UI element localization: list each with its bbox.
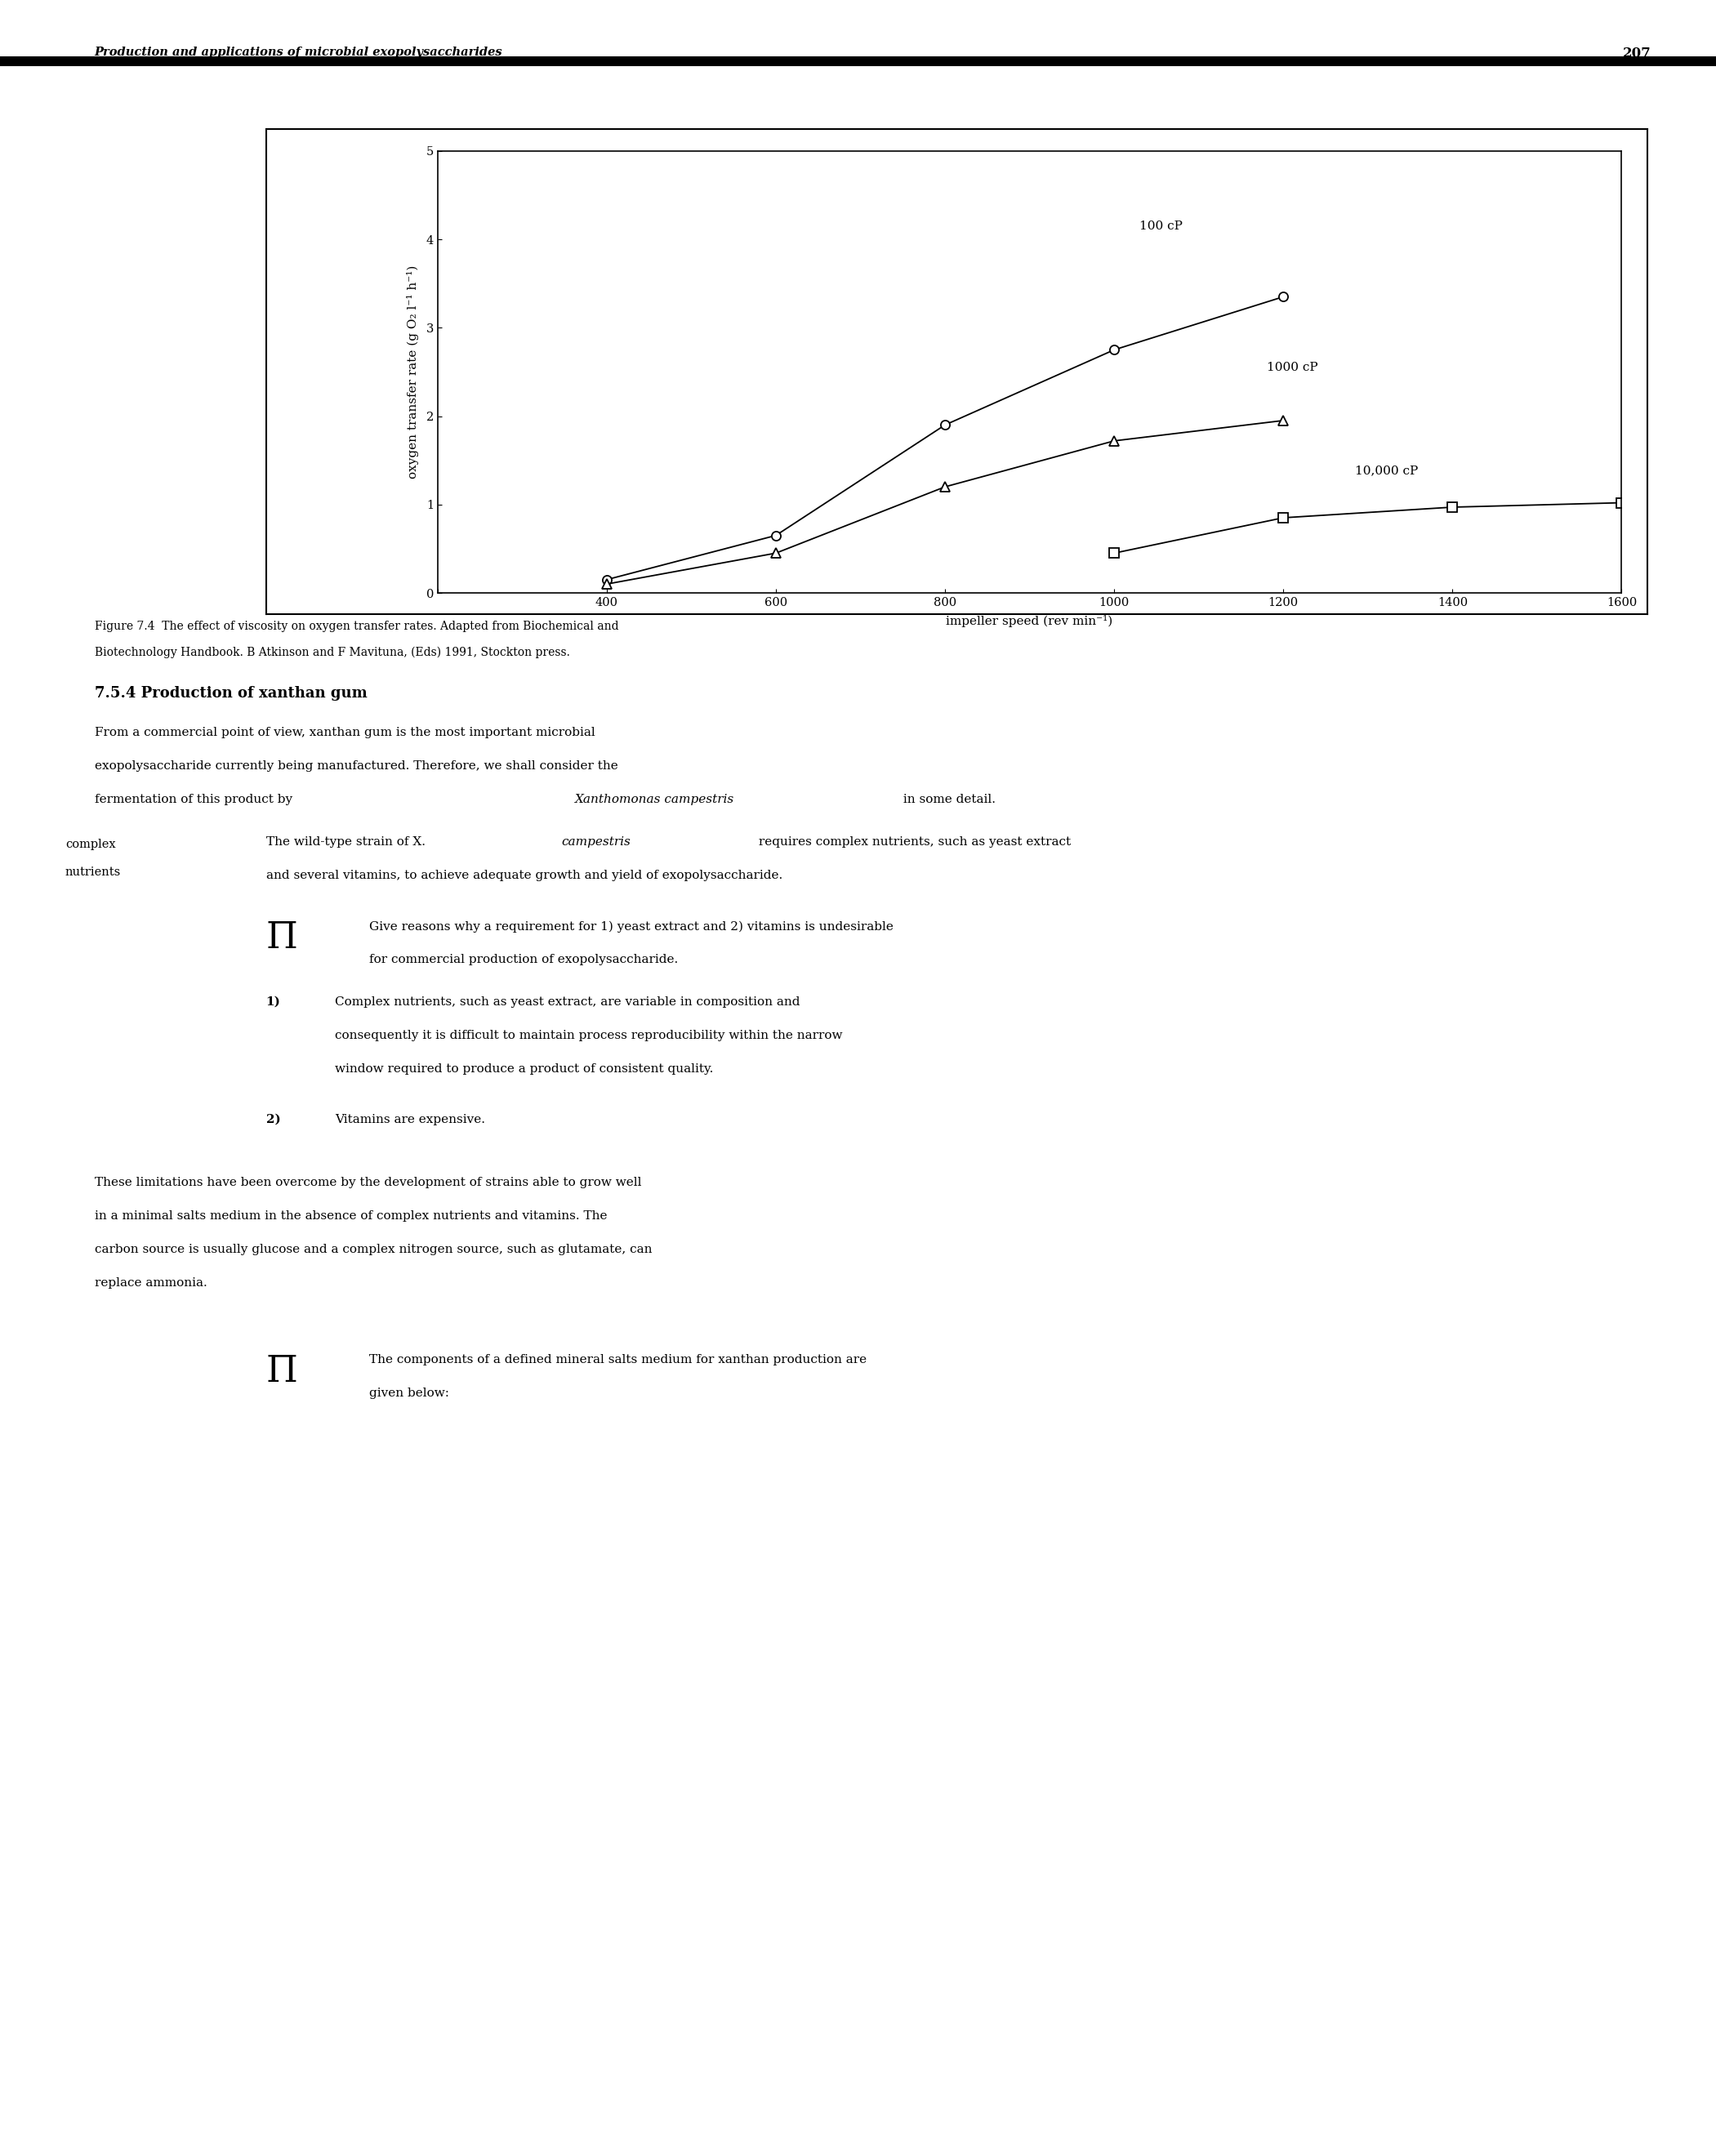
Text: nutrients: nutrients <box>65 867 120 877</box>
Y-axis label: oxygen transfer rate (g O₂ l⁻¹ h⁻¹): oxygen transfer rate (g O₂ l⁻¹ h⁻¹) <box>407 265 419 479</box>
Text: 2): 2) <box>266 1112 280 1125</box>
Text: 207: 207 <box>1622 45 1651 60</box>
Text: exopolysaccharide currently being manufactured. Therefore, we shall consider the: exopolysaccharide currently being manufa… <box>94 759 618 772</box>
Text: given below:: given below: <box>369 1388 450 1399</box>
Text: complex: complex <box>65 839 115 849</box>
Text: These limitations have been overcome by the development of strains able to grow : These limitations have been overcome by … <box>94 1177 642 1188</box>
Text: Give reasons why a requirement for 1) yeast extract and 2) vitamins is undesirab: Give reasons why a requirement for 1) ye… <box>369 921 894 931</box>
X-axis label: impeller speed (rev min⁻¹): impeller speed (rev min⁻¹) <box>946 614 1114 627</box>
Text: requires complex nutrients, such as yeast extract: requires complex nutrients, such as yeas… <box>755 837 1071 847</box>
Text: Figure 7.4  The effect of viscosity on oxygen transfer rates. Adapted from Bioch: Figure 7.4 The effect of viscosity on ox… <box>94 621 618 632</box>
Text: carbon source is usually glucose and a complex nitrogen source, such as glutamat: carbon source is usually glucose and a c… <box>94 1244 652 1255</box>
Text: 7.5.4 Production of xanthan gum: 7.5.4 Production of xanthan gum <box>94 686 367 701</box>
Text: window required to produce a product of consistent quality.: window required to produce a product of … <box>335 1063 714 1074</box>
Text: for commercial production of exopolysaccharide.: for commercial production of exopolysacc… <box>369 953 678 966</box>
Text: Π: Π <box>266 1354 299 1388</box>
Text: in some detail.: in some detail. <box>899 793 995 804</box>
Text: Xanthomonas campestris: Xanthomonas campestris <box>575 793 734 804</box>
Text: The wild-type strain of X.: The wild-type strain of X. <box>266 837 429 847</box>
Text: Complex nutrients, such as yeast extract, are variable in composition and: Complex nutrients, such as yeast extract… <box>335 996 800 1007</box>
Text: 100 cP: 100 cP <box>1139 220 1182 233</box>
Text: consequently it is difficult to maintain process reproducibility within the narr: consequently it is difficult to maintain… <box>335 1028 843 1041</box>
Text: Vitamins are expensive.: Vitamins are expensive. <box>335 1112 486 1125</box>
Text: campestris: campestris <box>561 837 630 847</box>
Text: Production and applications of microbial exopolysaccharides: Production and applications of microbial… <box>94 45 503 58</box>
Text: and several vitamins, to achieve adequate growth and yield of exopolysaccharide.: and several vitamins, to achieve adequat… <box>266 869 782 882</box>
Text: 1): 1) <box>266 996 281 1007</box>
Text: in a minimal salts medium in the absence of complex nutrients and vitamins. The: in a minimal salts medium in the absence… <box>94 1210 607 1222</box>
Text: 1000 cP: 1000 cP <box>1266 362 1318 373</box>
Text: 10,000 cP: 10,000 cP <box>1356 466 1419 476</box>
Text: From a commercial point of view, xanthan gum is the most important microbial: From a commercial point of view, xanthan… <box>94 727 595 737</box>
Text: The components of a defined mineral salts medium for xanthan production are: The components of a defined mineral salt… <box>369 1354 867 1365</box>
Text: fermentation of this product by: fermentation of this product by <box>94 793 297 804</box>
Text: replace ammonia.: replace ammonia. <box>94 1276 208 1289</box>
Text: Biotechnology Handbook. B Atkinson and F Mavituna, (Eds) 1991, Stockton press.: Biotechnology Handbook. B Atkinson and F… <box>94 647 570 658</box>
Text: Π: Π <box>266 921 299 955</box>
